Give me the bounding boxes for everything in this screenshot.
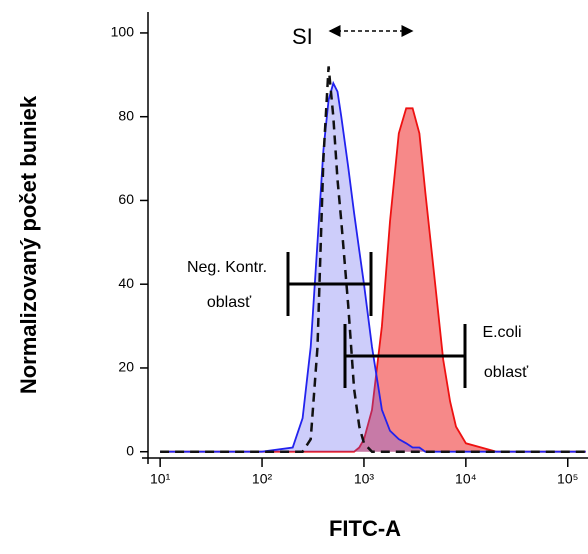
histogram-curve — [160, 107, 586, 453]
y-tick-label: 60 — [118, 191, 134, 207]
annotation: oblasť — [207, 294, 252, 311]
y-tick-label: 100 — [111, 24, 135, 40]
x-tick-label: 10² — [252, 471, 273, 487]
y-tick-label: 0 — [126, 442, 134, 458]
x-tick-label: 10³ — [354, 471, 375, 487]
annotation: E.coli — [482, 324, 521, 341]
x-tick-label: 10¹ — [150, 471, 171, 487]
annotation: Neg. Kontr. — [187, 259, 267, 276]
annotation: oblasť — [484, 364, 529, 381]
y-axis-title: Normalizovaný počet buniek — [16, 95, 41, 394]
histogram-curve — [160, 66, 586, 453]
annotation: SI — [292, 24, 313, 49]
y-tick-label: 20 — [118, 359, 134, 375]
x-tick-label: 10⁴ — [455, 471, 477, 487]
x-axis-title: FITC-A — [329, 516, 401, 541]
y-tick-label: 40 — [118, 275, 134, 291]
annotations — [286, 25, 467, 388]
plot-area: 0 20 40 60 80 100 10¹ 10² 10³ 10⁴ 10⁵ — [111, 12, 588, 487]
x-tick-label: 10⁵ — [557, 471, 578, 487]
y-tick-label: 80 — [118, 107, 134, 123]
